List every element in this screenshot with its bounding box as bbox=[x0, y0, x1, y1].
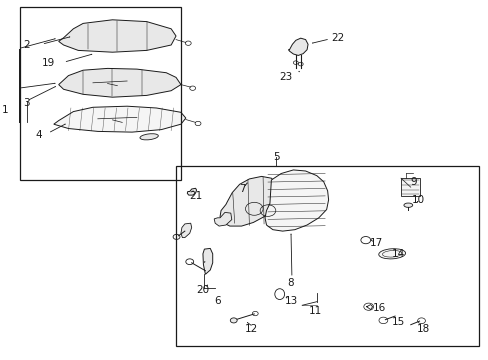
Text: 19: 19 bbox=[42, 58, 56, 68]
Text: 17: 17 bbox=[369, 238, 383, 248]
Polygon shape bbox=[264, 170, 328, 231]
Ellipse shape bbox=[140, 134, 158, 140]
Polygon shape bbox=[54, 106, 185, 132]
Text: 5: 5 bbox=[272, 152, 279, 162]
Bar bbox=[400, 178, 419, 196]
Text: 7: 7 bbox=[238, 184, 245, 194]
Polygon shape bbox=[203, 248, 212, 274]
Ellipse shape bbox=[403, 203, 412, 207]
Text: 12: 12 bbox=[244, 324, 258, 334]
Ellipse shape bbox=[378, 249, 405, 259]
Polygon shape bbox=[59, 20, 176, 52]
Text: 20: 20 bbox=[196, 285, 209, 295]
Text: 3: 3 bbox=[23, 98, 30, 108]
Text: 21: 21 bbox=[188, 191, 202, 201]
Polygon shape bbox=[59, 68, 181, 97]
Text: 8: 8 bbox=[287, 278, 294, 288]
Text: 16: 16 bbox=[371, 303, 385, 313]
Polygon shape bbox=[288, 38, 307, 55]
Text: 15: 15 bbox=[391, 317, 405, 327]
Polygon shape bbox=[214, 212, 231, 226]
Text: 1: 1 bbox=[1, 105, 8, 115]
Text: 14: 14 bbox=[391, 249, 405, 259]
Polygon shape bbox=[187, 188, 196, 195]
Text: 2: 2 bbox=[23, 40, 30, 50]
Text: 23: 23 bbox=[279, 72, 292, 82]
Text: 11: 11 bbox=[308, 306, 322, 316]
Text: 9: 9 bbox=[409, 177, 416, 187]
Text: 22: 22 bbox=[330, 33, 344, 43]
Text: 6: 6 bbox=[214, 296, 221, 306]
Polygon shape bbox=[220, 176, 278, 226]
Text: 10: 10 bbox=[411, 195, 424, 205]
Circle shape bbox=[230, 318, 237, 323]
Text: 18: 18 bbox=[415, 324, 429, 334]
Text: 13: 13 bbox=[284, 296, 297, 306]
Bar bbox=[20, 7, 181, 180]
Polygon shape bbox=[181, 223, 191, 238]
Text: 4: 4 bbox=[36, 130, 42, 140]
Bar bbox=[176, 166, 478, 346]
